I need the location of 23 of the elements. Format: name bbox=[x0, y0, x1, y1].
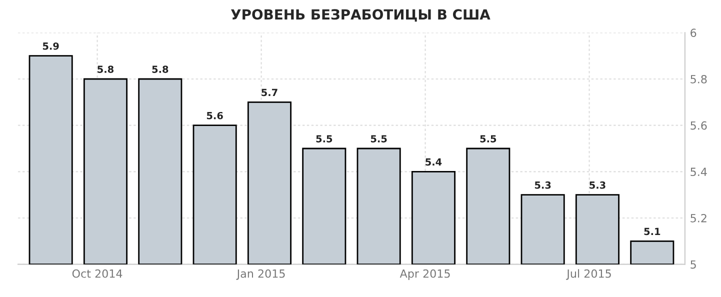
x-tick-label: Apr 2015 bbox=[400, 269, 450, 280]
data-label: 5.3 bbox=[534, 181, 551, 189]
data-label: 5.8 bbox=[98, 66, 114, 73]
y-tick-label: 5.4 bbox=[690, 168, 707, 176]
x-tick-label: Oct 2014 bbox=[72, 269, 122, 278]
data-label: 5.5 bbox=[370, 135, 387, 142]
data-label: 5.5 bbox=[480, 135, 496, 142]
data-label: 5.9 bbox=[42, 42, 59, 50]
x-tick-label: Jul 2015 bbox=[566, 269, 611, 280]
data-label: 5.7 bbox=[262, 88, 278, 96]
y-tick-label: 6 bbox=[690, 28, 696, 38]
y-tick-label: 5.2 bbox=[690, 214, 706, 222]
data-label: 5.5 bbox=[316, 135, 332, 142]
data-label: 5.8 bbox=[152, 66, 168, 73]
data-label: 5.4 bbox=[426, 158, 442, 166]
data-label: 5.1 bbox=[644, 228, 660, 236]
x-tick-label: Jan 2015 bbox=[236, 269, 285, 280]
data-label: 5.6 bbox=[206, 112, 223, 120]
y-tick-label: 5.6 bbox=[690, 121, 707, 130]
data-label: 5.3 bbox=[590, 181, 606, 189]
chart-title: УРОВЕНЬ БЕЗРАБОТИЦЫ В США bbox=[230, 9, 490, 22]
y-tick-label: 5.8 bbox=[690, 74, 707, 84]
y-tick-label: 5 bbox=[690, 260, 696, 269]
